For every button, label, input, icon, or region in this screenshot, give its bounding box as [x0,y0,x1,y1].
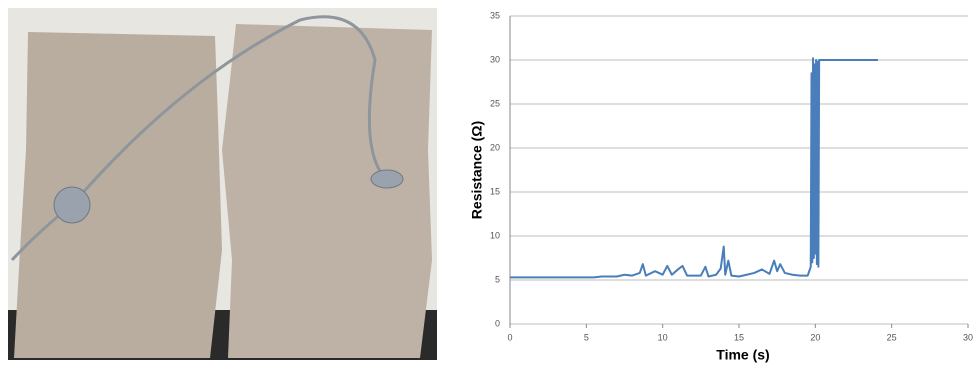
y-tick-label: 30 [490,54,500,64]
y-tick-label: 15 [490,186,500,196]
x-axis-title: Time (s) [716,347,769,363]
y-tick-label: 20 [490,142,500,152]
photo [8,8,437,360]
data-line [510,57,878,279]
y-tick-label: 25 [490,98,500,108]
connector-right [370,169,404,189]
x-tick-label: 10 [658,332,668,342]
x-tick-label: 25 [887,332,897,342]
y-tick-label: 5 [495,274,500,284]
x-tick-label: 20 [810,332,820,342]
y-axis-title: Resistance (Ω) [469,121,485,219]
x-tick-label: 0 [507,332,512,342]
connector-left [53,186,91,224]
fabric-right [222,24,432,358]
y-tick-label: 0 [495,318,500,328]
chart: Time (s) Resistance (Ω) 0 5 10 15 20 25 30 35 0 5… [469,10,973,362]
x-tick-label: 5 [584,332,589,342]
y-tick-label: 10 [490,230,500,240]
fabric-left [14,32,222,358]
x-tick-label: 30 [963,332,973,342]
x-tick-label: 15 [734,332,744,342]
y-tick-label: 35 [490,10,500,20]
